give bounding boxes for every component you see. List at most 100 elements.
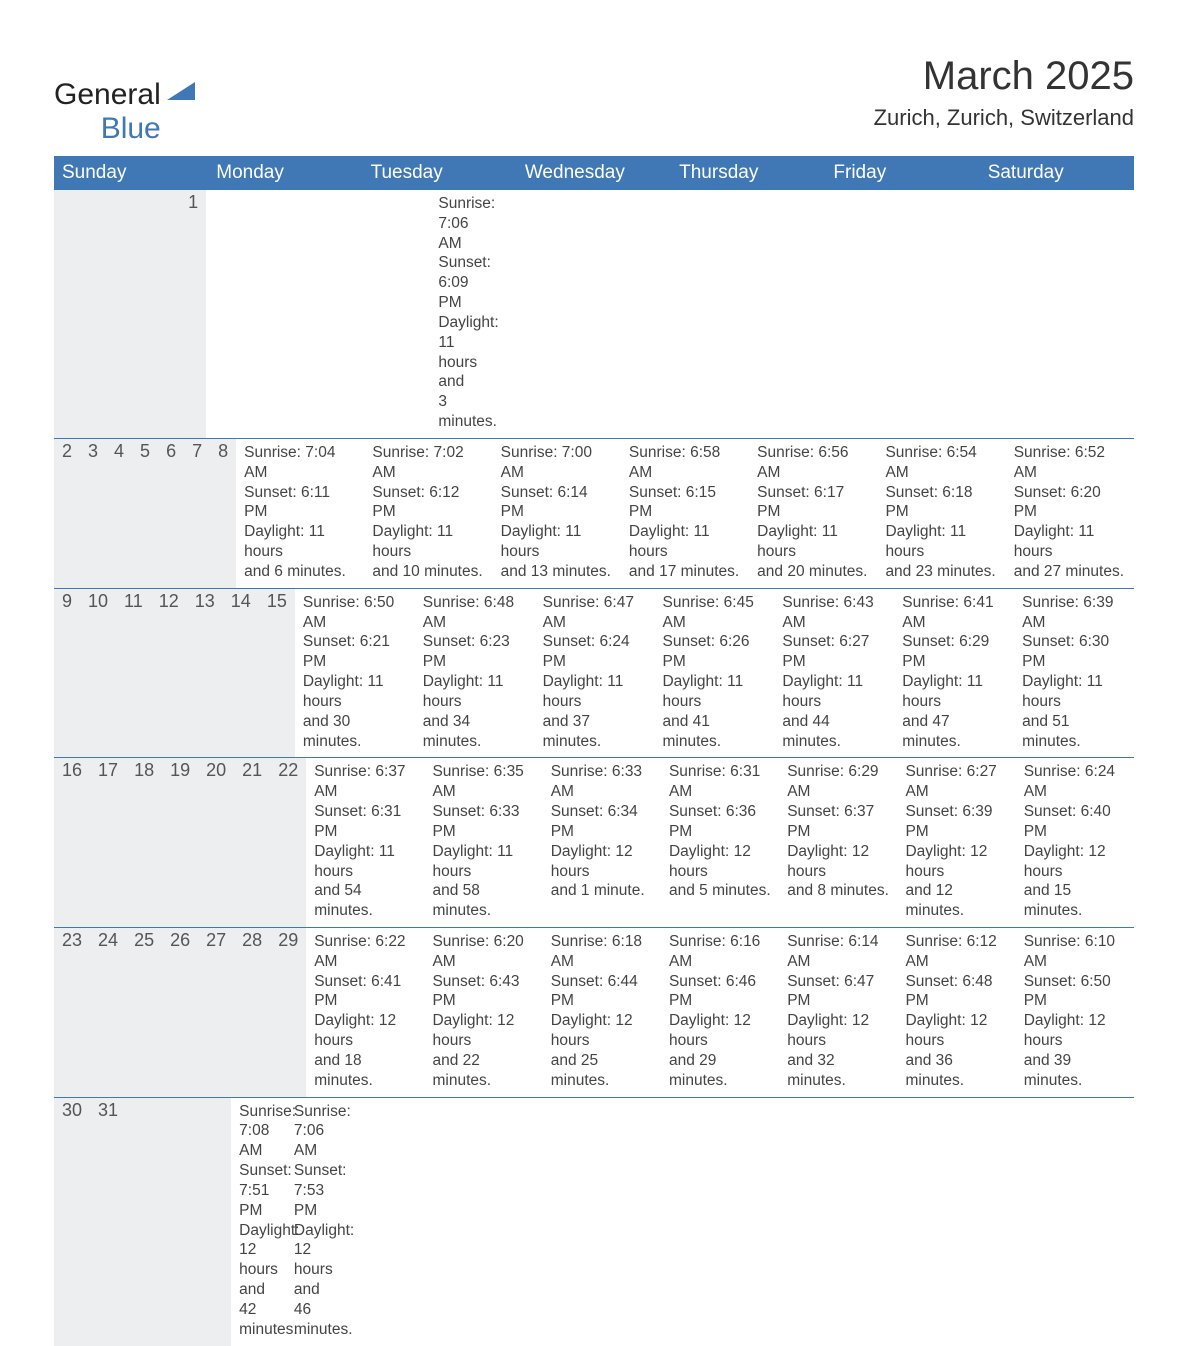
day-sunrise: Sunrise: 6:52 AM: [1014, 443, 1126, 483]
day-sunset: Sunset: 6:15 PM: [629, 483, 741, 523]
day-number: [159, 190, 180, 438]
day-cell: .: [281, 190, 318, 438]
day-cell-body: Sunrise: 6:45 AMSunset: 6:26 PMDaylight:…: [654, 589, 774, 752]
day-daylight1: Daylight: 12 hours: [669, 1011, 771, 1051]
day-daylight1: Daylight: 11 hours: [372, 522, 484, 562]
day-daylight1: Daylight: 12 hours: [669, 842, 771, 882]
day-cell: Sunrise: 7:08 AMSunset: 7:51 PMDaylight:…: [231, 1098, 286, 1346]
day-daylight1: Daylight: 11 hours: [501, 522, 613, 562]
day-daylight2: and 17 minutes.: [629, 562, 741, 582]
day-number-row: 23242526272829: [54, 928, 306, 1097]
day-cell-body: Sunrise: 6:37 AMSunset: 6:31 PMDaylight:…: [306, 758, 424, 921]
day-daylight2: and 10 minutes.: [372, 562, 484, 582]
day-cell-body: Sunrise: 7:06 AMSunset: 7:53 PMDaylight:…: [286, 1098, 341, 1340]
location-subtitle: Zurich, Zurich, Switzerland: [874, 105, 1134, 131]
day-sunset: Sunset: 6:34 PM: [551, 802, 653, 842]
day-body-row: Sunrise: 6:22 AMSunset: 6:41 PMDaylight:…: [306, 928, 1134, 1097]
day-daylight2: and 15 minutes.: [1024, 881, 1126, 921]
day-sunset: Sunset: 6:47 PM: [787, 972, 889, 1012]
day-cell: .: [243, 190, 280, 438]
day-cell: Sunrise: 6:48 AMSunset: 6:23 PMDaylight:…: [415, 589, 535, 758]
day-number: 6: [158, 439, 184, 588]
day-daylight2: and 47 minutes.: [902, 712, 1006, 752]
day-cell: Sunrise: 6:12 AMSunset: 6:48 PMDaylight:…: [897, 928, 1015, 1097]
weekday-header-row: Sunday Monday Tuesday Wednesday Thursday…: [54, 156, 1134, 190]
day-sunrise: Sunrise: 6:10 AM: [1024, 932, 1126, 972]
day-sunrise: Sunrise: 6:33 AM: [551, 762, 653, 802]
calendar-week: 23242526272829Sunrise: 6:22 AMSunset: 6:…: [54, 928, 1134, 1098]
day-body-row: Sunrise: 7:04 AMSunset: 6:11 PMDaylight:…: [236, 439, 1134, 588]
day-daylight1: Daylight: 12 hours: [1024, 842, 1126, 882]
day-cell: Sunrise: 6:27 AMSunset: 6:39 PMDaylight:…: [897, 758, 1015, 927]
page-title: March 2025: [874, 54, 1134, 99]
day-sunrise: Sunrise: 6:12 AM: [905, 932, 1007, 972]
day-cell-body: Sunrise: 6:12 AMSunset: 6:48 PMDaylight:…: [897, 928, 1015, 1091]
day-number: 18: [126, 758, 162, 927]
day-daylight1: Daylight: 11 hours: [432, 842, 534, 882]
day-daylight1: Daylight: 11 hours: [314, 842, 416, 882]
day-daylight1: Daylight: 11 hours: [303, 672, 407, 712]
day-daylight1: Daylight: 11 hours: [902, 672, 1006, 712]
day-cell-body: Sunrise: 6:24 AMSunset: 6:40 PMDaylight:…: [1016, 758, 1134, 921]
day-cell: .: [450, 1098, 505, 1346]
day-number: 4: [106, 439, 132, 588]
day-daylight1: Daylight: 11 hours: [423, 672, 527, 712]
day-sunset: Sunset: 6:39 PM: [905, 802, 1007, 842]
day-cell-body: Sunrise: 6:33 AMSunset: 6:34 PMDaylight:…: [543, 758, 661, 901]
day-cell: Sunrise: 6:22 AMSunset: 6:41 PMDaylight:…: [306, 928, 424, 1097]
day-cell: .: [356, 190, 393, 438]
day-cell-body: Sunrise: 6:10 AMSunset: 6:50 PMDaylight:…: [1016, 928, 1134, 1091]
day-daylight2: and 51 minutes.: [1022, 712, 1126, 752]
day-daylight2: and 6 minutes.: [244, 562, 356, 582]
day-number: 23: [54, 928, 90, 1097]
day-daylight2: and 41 minutes.: [662, 712, 766, 752]
day-cell: Sunrise: 6:45 AMSunset: 6:26 PMDaylight:…: [654, 589, 774, 758]
day-cell-body: Sunrise: 6:48 AMSunset: 6:23 PMDaylight:…: [415, 589, 535, 752]
day-sunrise: Sunrise: 7:06 AM: [294, 1102, 333, 1161]
day-cell-body: Sunrise: 7:02 AMSunset: 6:12 PMDaylight:…: [364, 439, 492, 582]
day-cell: Sunrise: 6:58 AMSunset: 6:15 PMDaylight:…: [621, 439, 749, 588]
day-number: [75, 190, 96, 438]
day-sunrise: Sunrise: 7:00 AM: [501, 443, 613, 483]
day-sunset: Sunset: 6:31 PM: [314, 802, 416, 842]
day-cell: Sunrise: 6:20 AMSunset: 6:43 PMDaylight:…: [424, 928, 542, 1097]
day-cell: Sunrise: 7:00 AMSunset: 6:14 PMDaylight:…: [493, 439, 621, 588]
day-number: 2: [54, 439, 80, 588]
day-daylight2: and 37 minutes.: [543, 712, 647, 752]
day-number-row: 3031: [54, 1098, 231, 1346]
day-sunrise: Sunrise: 7:06 AM: [438, 194, 459, 253]
weeks-container: 1......Sunrise: 7:06 AMSunset: 6:09 PMDa…: [54, 190, 1134, 1346]
day-number: [210, 1098, 231, 1346]
day-number: 9: [54, 589, 80, 758]
day-daylight2: and 30 minutes.: [303, 712, 407, 752]
calendar-week: 3031 Sunrise: 7:08 AMSunset: 7:51 PMDayl…: [54, 1098, 1134, 1346]
day-sunset: Sunset: 6:40 PM: [1024, 802, 1126, 842]
day-sunrise: Sunrise: 6:39 AM: [1022, 593, 1126, 633]
day-daylight1: Daylight: 11 hours: [629, 522, 741, 562]
day-sunset: Sunset: 6:24 PM: [543, 632, 647, 672]
day-daylight2: and 3 minutes.: [438, 372, 459, 431]
day-number: 21: [234, 758, 270, 927]
calendar-page: General Blue March 2025 Zurich, Zurich, …: [0, 0, 1188, 918]
day-sunrise: Sunrise: 6:56 AM: [757, 443, 869, 483]
day-number: 17: [90, 758, 126, 927]
day-sunrise: Sunrise: 6:31 AM: [669, 762, 771, 802]
day-sunset: Sunset: 6:29 PM: [902, 632, 1006, 672]
day-daylight1: Daylight: 12 hours: [314, 1011, 416, 1051]
day-sunrise: Sunrise: 6:45 AM: [662, 593, 766, 633]
day-cell: .: [560, 1098, 615, 1346]
day-sunrise: Sunrise: 6:48 AM: [423, 593, 527, 633]
day-number: [147, 1098, 168, 1346]
day-cell: Sunrise: 6:14 AMSunset: 6:47 PMDaylight:…: [779, 928, 897, 1097]
day-cell-body: Sunrise: 7:04 AMSunset: 6:11 PMDaylight:…: [236, 439, 364, 582]
day-cell-body: Sunrise: 6:41 AMSunset: 6:29 PMDaylight:…: [894, 589, 1014, 752]
day-cell: .: [206, 190, 243, 438]
day-daylight2: and 12 minutes.: [905, 881, 1007, 921]
calendar-week: 16171819202122Sunrise: 6:37 AMSunset: 6:…: [54, 758, 1134, 928]
day-number-row: 9101112131415: [54, 589, 295, 758]
day-sunrise: Sunrise: 6:43 AM: [782, 593, 886, 633]
day-sunset: Sunset: 6:37 PM: [787, 802, 889, 842]
day-cell: Sunrise: 6:52 AMSunset: 6:20 PMDaylight:…: [1006, 439, 1134, 588]
day-number: [54, 190, 75, 438]
day-number: 7: [184, 439, 210, 588]
